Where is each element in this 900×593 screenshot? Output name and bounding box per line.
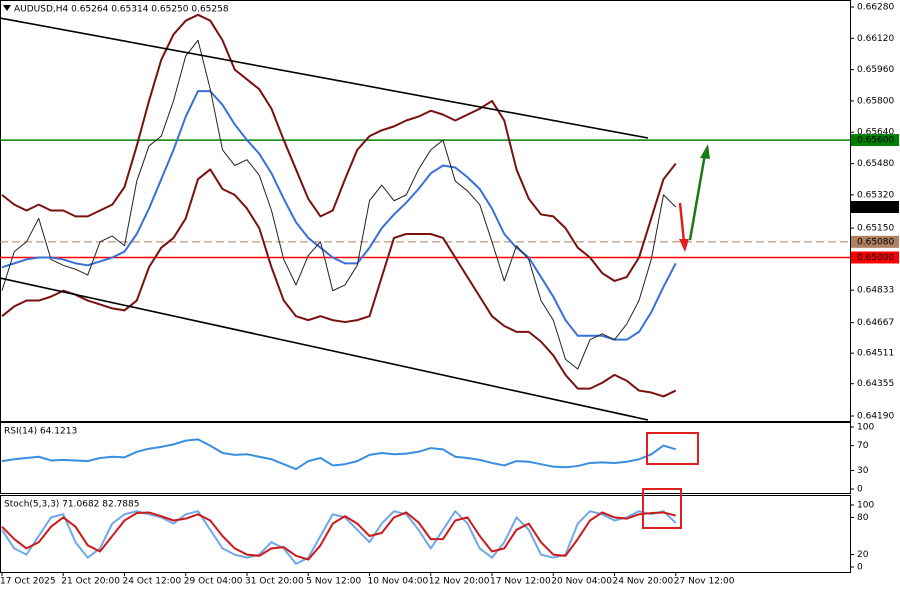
x-tick-label: 12 Nov 20:00 [429,577,490,587]
y-tick-label: 0.65640 [857,128,894,138]
y-tick-label: 0.64833 [857,286,894,296]
x-tick-label: 31 Oct 20:00 [245,577,304,587]
panel-0 [0,13,850,398]
down-arrowhead [679,239,689,252]
channel-upper [0,17,649,139]
y-tick-label: 0.65480 [857,159,894,169]
x-tick-label: 27 Nov 12:00 [674,577,735,587]
panel-frame [0,0,851,422]
panel-1 [1,438,677,471]
y-tick-label: 0 [857,485,863,495]
level-label: 0.65000 [857,253,894,263]
level-tag [851,200,899,213]
x-tick-label: 24 Nov 20:00 [613,577,674,587]
y-tick-label: 80 [857,513,869,523]
series-line [1,39,677,370]
y-tick-label: 20 [857,550,869,560]
y-tick-label: 70 [857,441,869,451]
series-line [1,511,676,561]
y-tick-label: 0.66280 [857,3,894,13]
rsi-highlight [646,432,699,465]
series-line [1,438,677,471]
x-tick-label: 5 Nov 12:00 [306,577,361,587]
level-tag [851,235,899,248]
panel-frame [0,422,851,494]
y-tick-label: 30 [857,466,869,476]
series-line [1,168,677,398]
up-arrowhead [700,144,710,159]
level-label: 0.65600 [857,136,894,146]
level-label: 0.65258 [857,202,894,212]
y-tick-label: 0.66120 [857,34,894,44]
y-tick-label: 0.65960 [857,65,894,75]
panel-title: AUDUSD,H4 0.65264 0.65314 0.65250 0.6525… [14,5,229,15]
x-tick-label: 20 Nov 04:00 [551,577,612,587]
y-tick-label: 0.64667 [857,318,894,328]
level-tag [851,251,899,264]
y-tick-label: 0.64511 [857,349,894,359]
y-tick-label: 100 [857,501,874,511]
y-tick-label: 0.64355 [857,379,894,389]
x-tick-label: 17 Nov 12:00 [490,577,551,587]
y-tick-label: 0 [857,563,863,573]
x-tick-label: 17 Oct 2025 [0,577,56,587]
panel-2 [1,510,677,565]
channel-lower [0,277,649,421]
panel-title: Stoch(5,3,3) 71.0682 82.7885 [4,500,139,510]
x-tick-label: 24 Oct 12:00 [123,577,182,587]
x-tick-label: 29 Oct 04:00 [184,577,243,587]
y-tick-label: 0.65800 [857,96,894,106]
up-arrow [688,153,707,241]
stoch-highlight [642,488,682,529]
level-label: 0.65080 [857,237,894,247]
x-tick-label: 21 Oct 20:00 [61,577,120,587]
panel-frame [0,495,851,573]
x-tick-label: 10 Nov 04:00 [368,577,429,587]
y-tick-label: 100 [857,423,874,433]
down-arrow [678,202,686,243]
menu-triangle [3,5,11,11]
panel-title: RSI(14) 64.1213 [4,427,77,437]
y-tick-label: 0.65150 [857,224,894,234]
y-tick-label: 0.64190 [857,412,894,422]
series-line [1,13,677,282]
series-line [1,90,677,341]
y-tick-label: 0.65320 [857,190,894,200]
level-tag [851,134,899,147]
